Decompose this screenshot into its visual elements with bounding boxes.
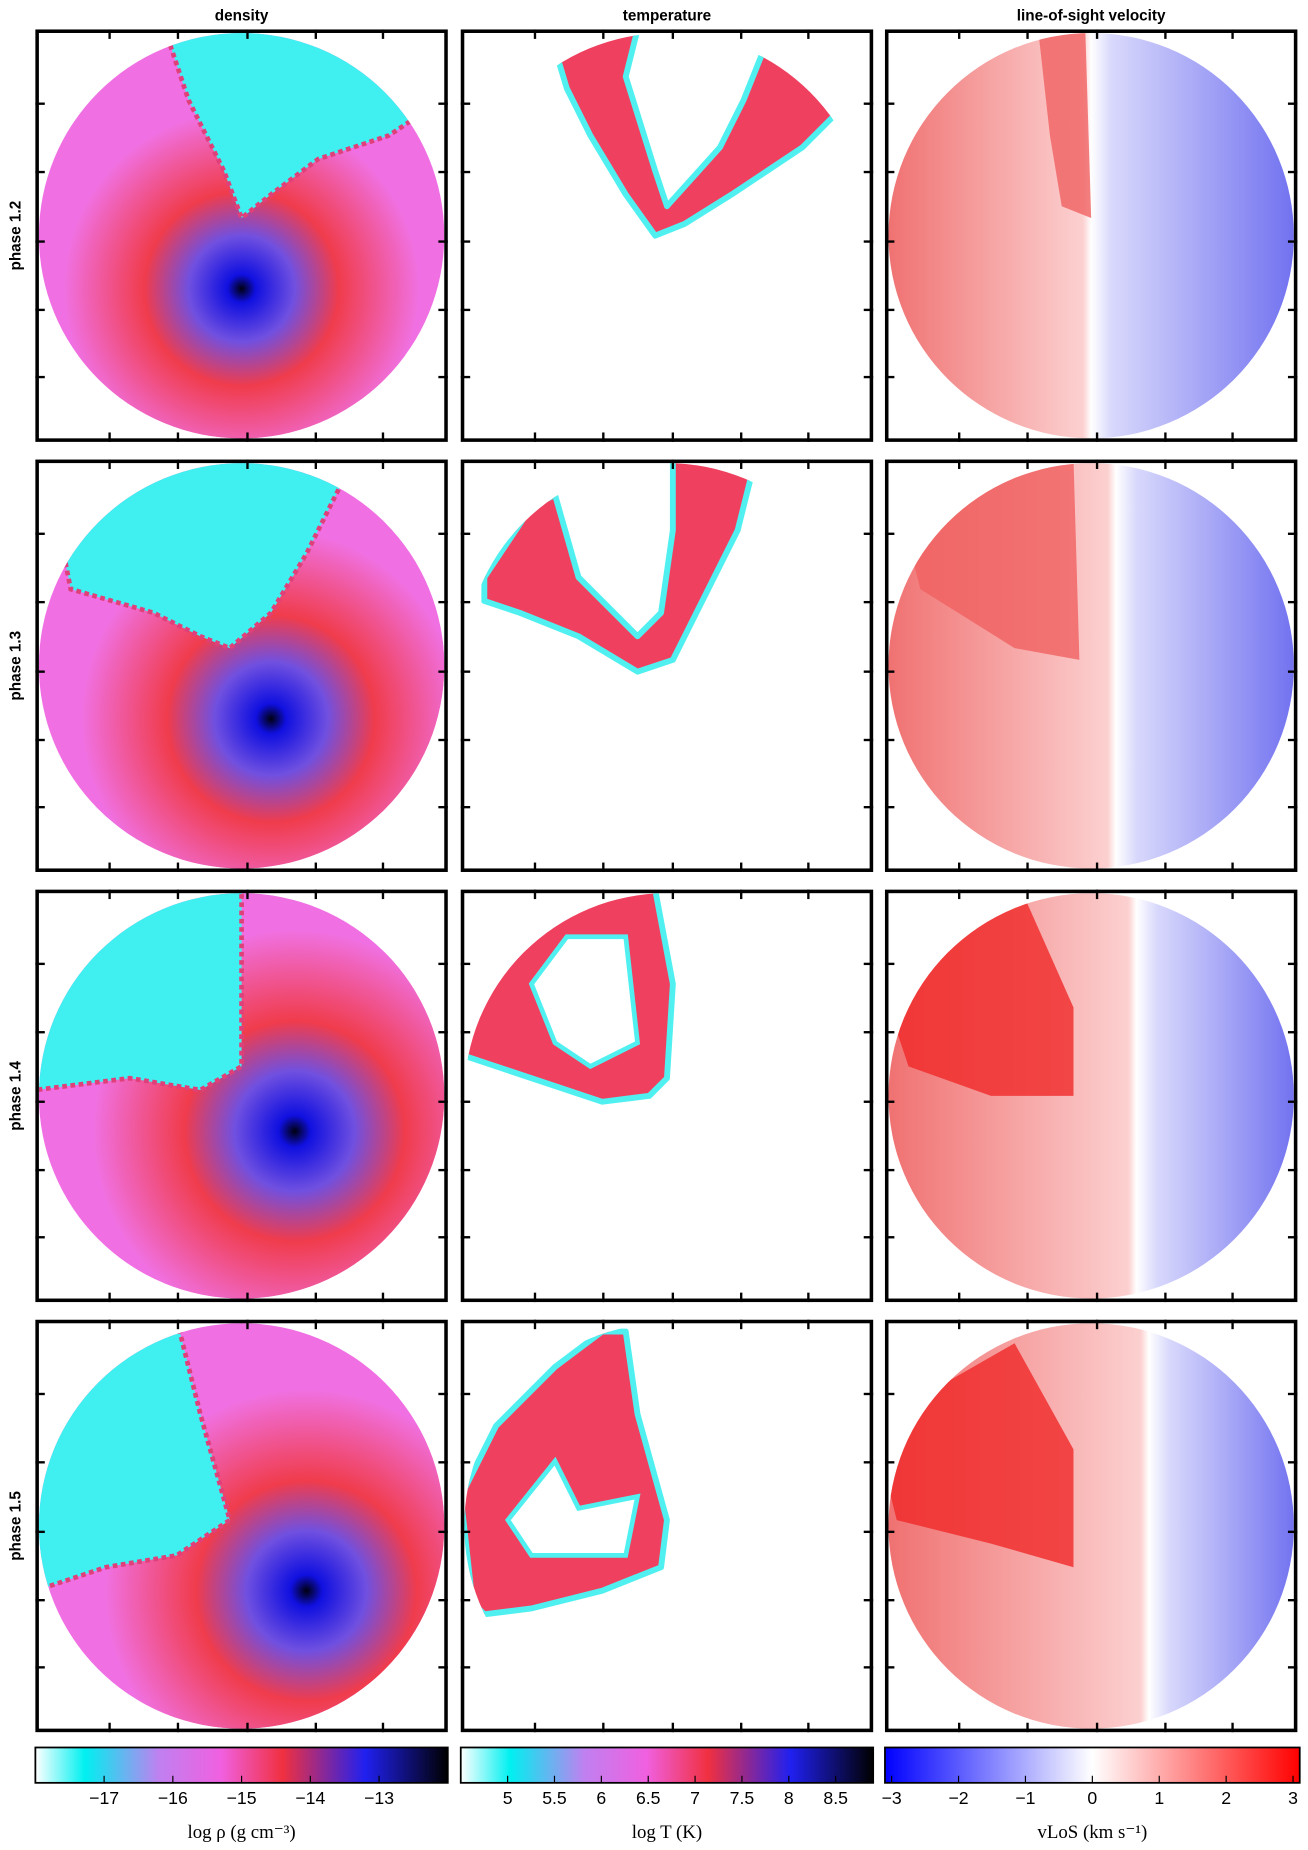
row-label: phase 1.4 [8,1061,25,1131]
panel [461,29,873,441]
hot-gas [461,1332,667,1615]
colorbar-label: log T (K) [632,1822,703,1843]
velocity-field [885,29,1297,441]
row-label: phase 1.5 [8,1491,25,1561]
panel-image [549,29,838,235]
panel-image [35,1320,506,1791]
colorbar-tick-label: −14 [295,1788,325,1808]
colorbar-tick-label: 6.5 [636,1788,661,1808]
colorbar-tick-label: 7 [690,1788,700,1808]
low-density-region [35,890,241,1090]
colorbar-tick-label: 8.5 [823,1788,848,1808]
panel [35,890,495,1332]
panel-image [35,460,459,908]
panel-image [885,1320,1297,1732]
colorbar-tick-label: 2 [1221,1788,1231,1808]
row-label: phase 1.2 [8,201,25,271]
colorbar-tick-label: −3 [882,1788,902,1808]
panel [885,1320,1297,1732]
figure: density temperature line-of-sight velocity… [0,0,1308,1850]
colorbar-tick-label: −15 [227,1788,257,1808]
row-label: phase 1.3 [8,631,25,701]
colorbar-tick-label: −17 [89,1788,119,1808]
column-title: line-of-sight velocity [1017,8,1166,25]
colorbar-label: log ρ (g cm⁻³) [187,1822,295,1843]
colorbar-tick-label: 1 [1154,1788,1164,1808]
panel [35,29,447,465]
panel-image [35,29,447,465]
panel-image [885,29,1297,441]
panel [885,890,1297,1302]
colorbar-label: vLoS (km s⁻¹) [1037,1822,1147,1843]
colorbar-tick-label: −1 [1015,1788,1035,1808]
panel-image [885,890,1297,1302]
colorbar-tick-label: 7.5 [730,1788,755,1808]
panel-image [885,460,1297,872]
colorbar-tick-label: 6 [596,1788,606,1808]
panel [885,29,1297,441]
colorbar [461,1747,873,1782]
colorbar-tick-label: 3 [1288,1788,1298,1808]
panel-image [484,460,755,672]
colorbar-tick-label: −13 [364,1788,394,1808]
velocity-field [885,890,1297,1302]
hot-gas [484,460,755,672]
panel-image [461,890,673,1102]
panel [461,1320,873,1732]
column-title: temperature [623,8,711,25]
colorbar-tick-label: −2 [948,1788,968,1808]
colorbar-tick-label: 0 [1087,1788,1097,1808]
colorbar-tick-label: 5.5 [542,1788,567,1808]
column-title: density [215,8,269,25]
hot-gas [549,29,838,235]
panel-image [461,1332,667,1615]
panel [461,460,873,872]
panel [35,460,459,908]
velocity-field [885,460,1297,872]
colorbar-tick-label: −16 [158,1788,188,1808]
colorbar-tick-label: 8 [784,1788,794,1808]
panel [885,460,1297,872]
colorbar-tick-label: 5 [503,1788,513,1808]
panel [461,890,873,1302]
panel-image [35,890,495,1332]
panel [35,1320,506,1791]
